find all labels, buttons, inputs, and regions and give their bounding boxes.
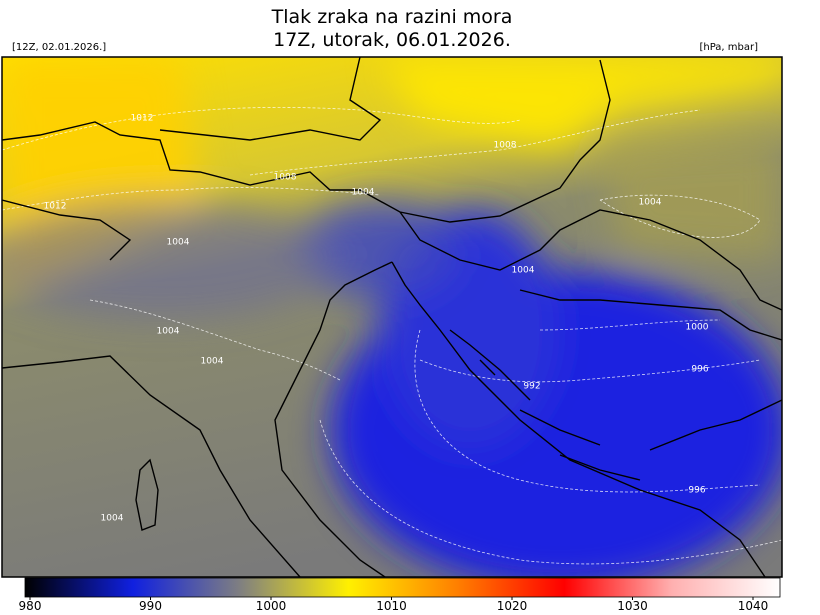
contour-label: 1004: [101, 514, 124, 524]
colorbar-tick-label: 1010: [376, 599, 407, 613]
contour-label: 1000: [686, 323, 709, 333]
contour-label: 1004: [512, 266, 535, 276]
colorbar-tick-label: 990: [139, 599, 162, 613]
contour-label: 1012: [44, 202, 67, 212]
colorbar-tick-label: 1000: [256, 599, 287, 613]
contour-label: 996: [691, 365, 708, 375]
contour-label: 1008: [274, 173, 297, 183]
contour-label: 992: [523, 382, 540, 392]
contour-label: 1004: [201, 357, 224, 367]
contour-label: 1004: [352, 188, 375, 198]
map-frame: [1, 56, 783, 578]
colorbar-tick-label: 1020: [497, 599, 528, 613]
colorbar-tick-label: 980: [19, 599, 42, 613]
contour-label: 1008: [494, 141, 517, 151]
contour-label: 1004: [639, 198, 662, 208]
colorbar: [24, 577, 781, 598]
run-time: [12Z, 02.01.2026.]: [12, 42, 106, 53]
contour-label: 1012: [131, 114, 154, 124]
unit: [hPa, mbar]: [699, 42, 758, 53]
colorbar-tick-label: 1030: [617, 599, 648, 613]
title: Tlak zraka na razini mora: [271, 6, 513, 28]
contour-label: 1004: [157, 327, 180, 337]
subtitle: 17Z, utorak, 06.01.2026.: [273, 29, 511, 51]
colorbar-tick-label: 1040: [738, 599, 769, 613]
map: [2, 57, 782, 577]
contour-label: 1004: [167, 238, 190, 248]
contour-label: 996: [688, 486, 705, 496]
